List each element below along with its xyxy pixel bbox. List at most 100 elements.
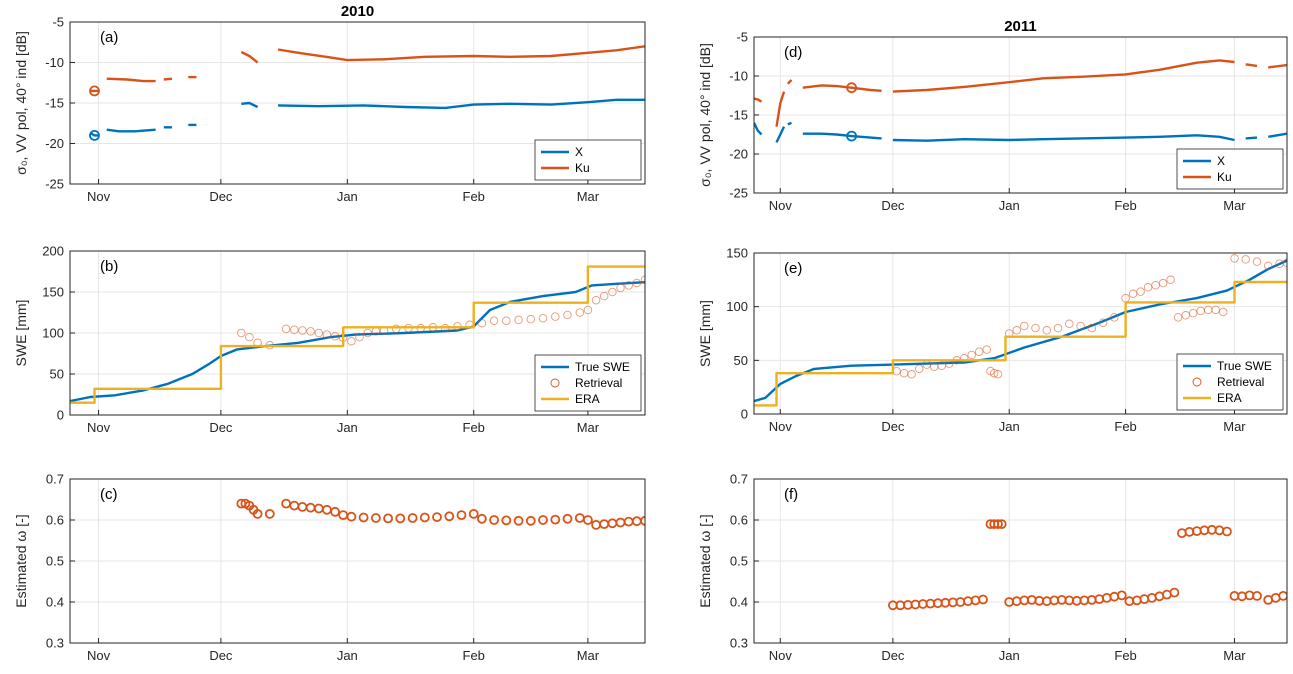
y-axis-label: SWE [mm] (697, 300, 713, 367)
x-tick-label: Jan (337, 648, 358, 663)
retrieval-point (1263, 261, 1273, 271)
y-tick-label: 100 (42, 326, 64, 341)
y-tick-label: 0.5 (730, 554, 748, 569)
x-tick-label: Dec (209, 648, 233, 663)
y-tick-label: -25 (729, 186, 748, 201)
x-tick-label: Dec (881, 198, 905, 213)
x-tick-label: Mar (1223, 648, 1246, 663)
retrieval-point (640, 275, 645, 284)
x-line (892, 134, 1235, 142)
retrieval-point (914, 364, 924, 374)
retrieval-point (290, 325, 299, 334)
x-marker (89, 129, 100, 141)
retrieval-point (538, 313, 548, 323)
series-0-point (456, 510, 467, 520)
series-0-point (538, 515, 548, 525)
series-0-point (1169, 587, 1180, 598)
x-tick-label: Nov (769, 419, 793, 434)
y-tick-label: 150 (42, 285, 64, 300)
x-line (802, 132, 882, 140)
series-0-point (395, 513, 406, 524)
series-0-point (407, 513, 418, 523)
legend-swatch (550, 378, 560, 388)
x-tick-label: Feb (1114, 419, 1136, 434)
x-marker (846, 130, 857, 142)
x-tick-label: Nov (769, 198, 793, 213)
series-0-point (583, 515, 593, 525)
ku-line (240, 50, 259, 64)
retrieval-point (1188, 308, 1198, 318)
era-line (70, 265, 645, 404)
retrieval-point (1241, 255, 1250, 264)
chart-title: 2011 (1004, 18, 1037, 35)
series-0-point (358, 512, 369, 523)
legend-entry: X (575, 145, 583, 159)
retrieval-point (1252, 257, 1262, 266)
series-0-point (370, 513, 381, 523)
ku-line (1245, 63, 1258, 68)
x-tick-label: Dec (881, 419, 905, 434)
retrieval-point (489, 316, 499, 325)
panel-label: (b) (100, 258, 118, 275)
series-0-point (432, 512, 442, 522)
y-tick-label: -25 (45, 177, 64, 192)
y-tick-label: 0.3 (730, 636, 748, 651)
x-line (277, 98, 645, 110)
ku-marker (89, 85, 100, 97)
legend-entry: True SWE (1217, 359, 1272, 373)
y-tick-label: 0.4 (46, 595, 64, 610)
y-tick-label: 0.6 (46, 513, 64, 528)
retrieval-point (982, 345, 991, 354)
y-tick-label: 50 (50, 367, 64, 382)
series-0-point (476, 513, 487, 524)
y-tick-label: -5 (52, 15, 64, 30)
ku-line (106, 77, 156, 83)
x-tick-label: Feb (463, 648, 485, 663)
x-tick-label: Mar (577, 189, 600, 204)
x-tick-label: Jan (999, 648, 1020, 663)
y-tick-label: 0.3 (46, 636, 64, 651)
series-0-point (1252, 591, 1262, 601)
retrieval-point (502, 316, 511, 325)
legend-entry: ERA (575, 392, 600, 406)
x-tick-label: Jan (337, 420, 358, 435)
true-swe-line (754, 259, 1287, 403)
retrieval-point (967, 350, 976, 360)
series-0-point (996, 519, 1007, 529)
retrieval-point (1230, 254, 1239, 263)
y-axis-label: σ₀, VV pol, 40° ind [dB] (697, 43, 713, 187)
legend: True SWE Retrieval ERA (534, 354, 642, 412)
x-tick-label: Mar (577, 420, 600, 435)
retrieval-point (1158, 278, 1168, 288)
series-0-point (252, 509, 263, 519)
y-axis-label: σ₀, VV pol, 40° ind [dB] (13, 31, 29, 175)
retrieval-point (551, 312, 560, 321)
axes-frame (753, 252, 1288, 415)
retrieval-point (391, 324, 401, 334)
ku-line (163, 77, 173, 81)
retrieval-point (1143, 283, 1153, 292)
retrieval-point (347, 336, 356, 346)
retrieval-point (974, 347, 984, 356)
ku-line (754, 97, 763, 103)
legend-entry: True SWE (575, 360, 630, 374)
y-tick-label: -15 (729, 108, 748, 123)
series-0-point (562, 513, 573, 524)
x-tick-label: Feb (463, 420, 485, 435)
retrieval-point (1151, 280, 1160, 290)
retrieval-point (959, 353, 969, 363)
legend-box (1176, 148, 1284, 190)
retrieval-point (591, 295, 601, 305)
y-tick-label: 0.5 (46, 554, 64, 569)
y-tick-label: 50 (734, 353, 748, 368)
retrieval-point (1042, 326, 1052, 335)
series-0-point (1116, 590, 1127, 601)
legend-swatch (1192, 377, 1202, 387)
x-tick-label: Mar (1223, 419, 1246, 434)
retrieval-point (1012, 326, 1021, 335)
retrieval-point (1181, 311, 1190, 320)
retrieval-point (526, 314, 536, 324)
era-line (754, 280, 1287, 407)
retrieval-point (1020, 321, 1029, 331)
retrieval-point (563, 310, 572, 320)
